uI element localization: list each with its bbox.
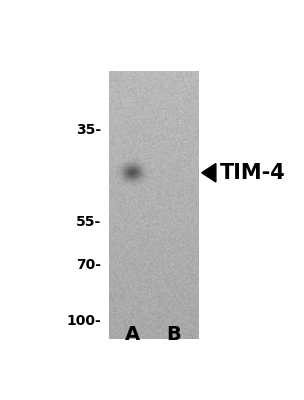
Text: B: B [166, 325, 181, 344]
Text: 100-: 100- [67, 314, 102, 328]
Text: TIM-4: TIM-4 [219, 163, 285, 183]
Polygon shape [202, 164, 216, 182]
Text: 35-: 35- [77, 123, 102, 137]
Text: 70-: 70- [77, 258, 102, 272]
Text: A: A [125, 325, 140, 344]
Text: 55-: 55- [76, 215, 102, 229]
